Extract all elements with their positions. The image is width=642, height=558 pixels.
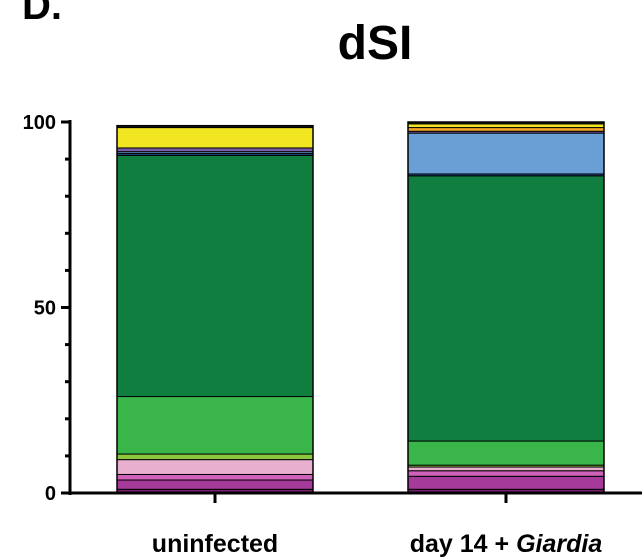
bar-segment-1-8 (407, 132, 605, 175)
x-category-label-1: day 14 + Giardia (410, 530, 603, 558)
x-category-label-0: uninfected (152, 530, 278, 558)
bars-group (116, 121, 605, 494)
bar-segment-1-3 (407, 466, 605, 472)
bar-segment-1-6 (407, 175, 605, 442)
bar-segment-0-5 (116, 396, 314, 455)
bar-segment-1-2 (407, 470, 605, 477)
bar-segment-1-11 (407, 123, 605, 129)
bar-segment-0-1 (116, 479, 314, 490)
bar-segment-0-2 (116, 473, 314, 481)
bar-segment-0-6 (116, 154, 314, 398)
panel-label: D. (22, 0, 62, 28)
bar-segment-1-5 (407, 440, 605, 466)
bar-segment-0-9 (116, 147, 314, 153)
bar-segment-0-3 (116, 459, 314, 475)
y-tick-label-50: 50 (34, 298, 56, 320)
labels-group: 0 50 100 uninfected day 14 + Giardia (23, 112, 603, 558)
axes-group (61, 120, 642, 503)
y-tick-label-100: 100 (23, 112, 56, 134)
bar-segment-1-1 (407, 475, 605, 490)
bar-segment-1-10 (407, 127, 605, 132)
bar-segment-0-4 (116, 453, 314, 461)
bar-segment-0-11 (116, 127, 314, 149)
chart-title: dSI (337, 17, 413, 70)
y-tick-label-0: 0 (45, 483, 56, 505)
